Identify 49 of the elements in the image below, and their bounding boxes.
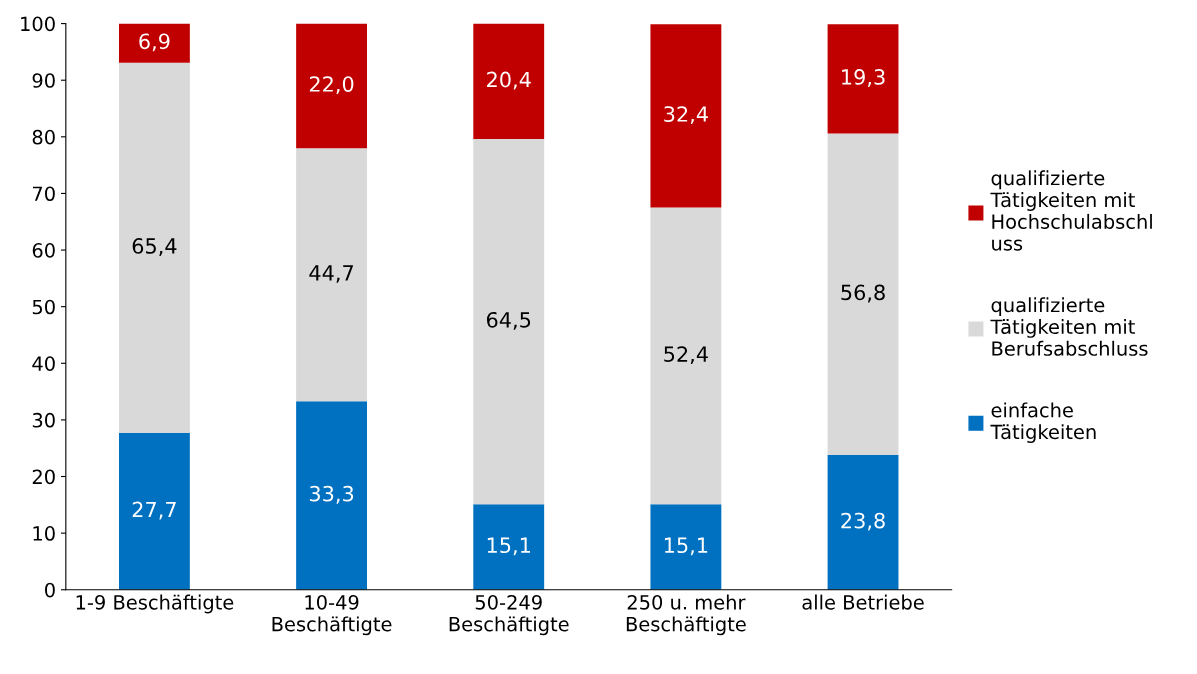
data-label: 44,7 <box>309 265 353 283</box>
y-tick-label: 60 <box>32 243 55 258</box>
y-tick-label: 20 <box>32 469 55 485</box>
data-label: 52,4 <box>664 346 708 365</box>
bar <box>473 139 545 505</box>
y-tick-label: 50 <box>32 299 55 315</box>
legend-label: einfache Tätigkeiten <box>990 402 1096 443</box>
bar <box>296 23 367 149</box>
y-tick-label: 80 <box>32 129 55 145</box>
bar <box>650 504 722 590</box>
bar <box>473 504 545 590</box>
bar <box>827 24 899 134</box>
x-tick-label: 1-9 Beschäftigte <box>76 594 234 614</box>
data-label: 32,4 <box>664 106 708 125</box>
y-tick-label: 40 <box>32 356 55 371</box>
bar <box>473 23 545 140</box>
bar <box>827 455 899 590</box>
data-label: 19,3 <box>842 69 885 87</box>
bar <box>118 62 190 433</box>
data-label: 64,5 <box>486 311 531 330</box>
y-tick-label: 70 <box>32 186 55 202</box>
bar <box>118 23 190 63</box>
data-label: 22,0 <box>309 76 354 95</box>
data-label: 27,7 <box>132 501 176 520</box>
bar <box>827 133 899 455</box>
data-label: 65,4 <box>132 238 177 256</box>
data-label: 15,1 <box>664 537 708 556</box>
bar <box>650 24 722 208</box>
data-label: 23,8 <box>841 512 885 531</box>
bar <box>296 401 367 590</box>
data-label: 20,4 <box>487 71 531 90</box>
x-tick-label: alle Betriebe <box>802 594 924 610</box>
x-tick-label: 10-49 Beschäftigte <box>272 594 392 636</box>
data-label: 6,9 <box>139 33 170 52</box>
bar <box>296 148 367 402</box>
y-tick-label: 0 <box>45 582 55 598</box>
bar <box>650 207 722 505</box>
y-tick-label: 100 <box>21 16 55 32</box>
y-tick-label: 90 <box>32 73 55 88</box>
legend-label: qualifizierte Tätigkeiten mit Hochschulabschluss <box>990 170 1152 251</box>
bar <box>118 432 190 590</box>
y-tick-label: 10 <box>33 526 55 541</box>
data-label: 56,8 <box>841 284 885 303</box>
legend-label: qualifizierte Tätigkeiten mit Berufsabschluss <box>990 297 1148 356</box>
y-tick-label: 30 <box>32 412 55 428</box>
data-label: 15,1 <box>487 537 530 556</box>
data-label: 33,3 <box>309 485 354 504</box>
x-tick-label: 50-249 Beschäftigte <box>449 594 569 636</box>
x-tick-label: 250 u. mehr Beschäftigte <box>626 594 746 636</box>
